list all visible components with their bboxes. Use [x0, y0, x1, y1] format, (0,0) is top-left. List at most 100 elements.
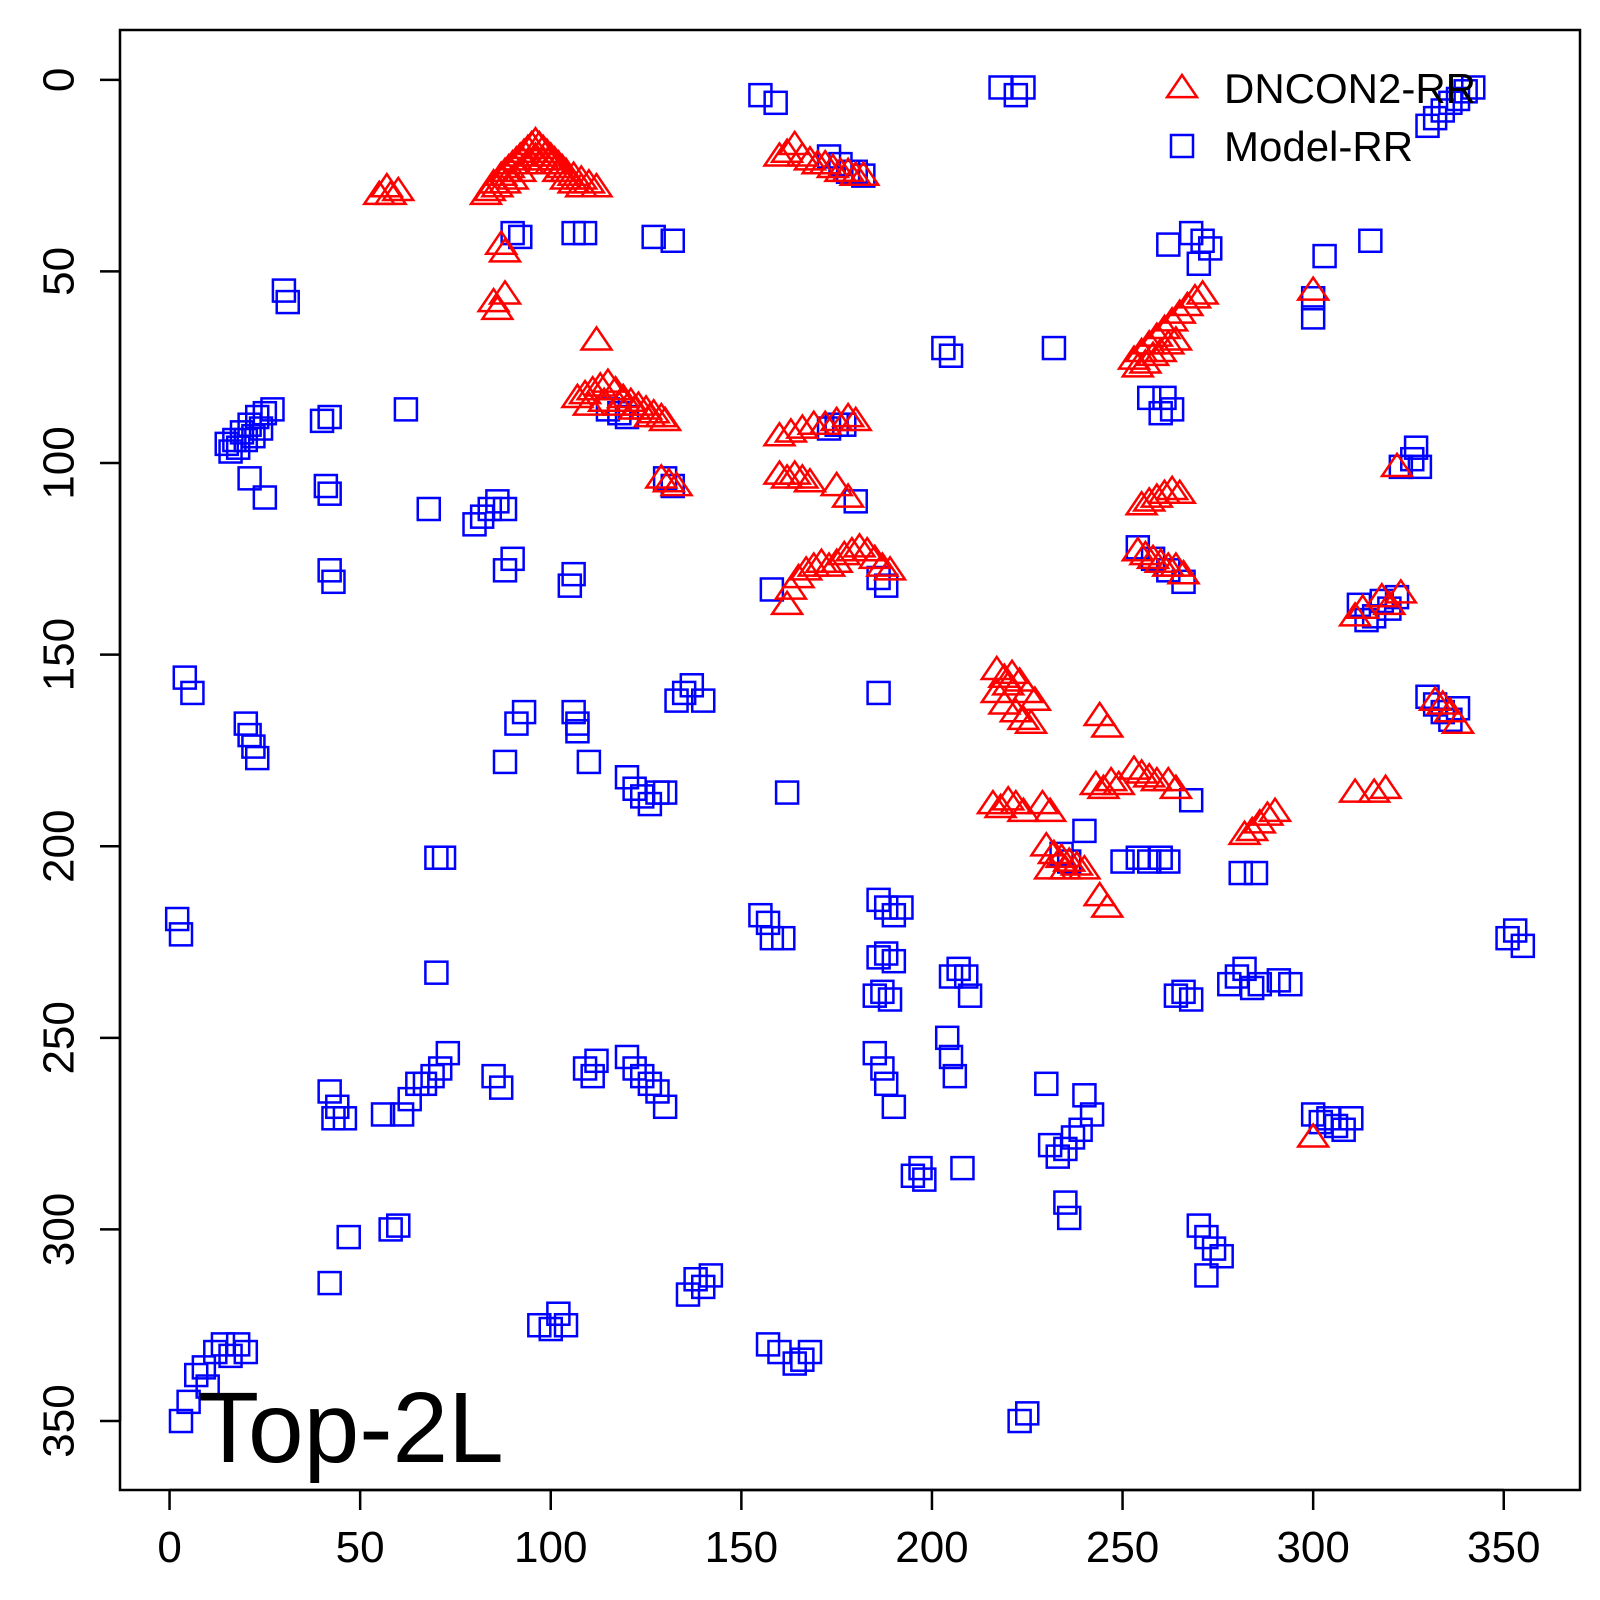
point-triangle — [1135, 543, 1171, 570]
point-triangle — [777, 459, 813, 485]
point-square — [252, 485, 278, 510]
point-triangle — [788, 555, 824, 581]
y-tick-label: 50 — [35, 247, 84, 296]
point-square — [1323, 1113, 1349, 1139]
point-square — [332, 1106, 358, 1131]
point-triangle — [1131, 328, 1167, 355]
point-square — [1163, 983, 1189, 1008]
point-square — [946, 956, 971, 982]
point-triangle — [994, 658, 1030, 685]
point-triangle — [1177, 283, 1213, 309]
point-triangle — [1143, 547, 1178, 574]
point-triangle — [1337, 601, 1373, 627]
point-triangle — [1158, 773, 1194, 800]
point-square — [1011, 75, 1036, 100]
point-square — [690, 688, 716, 713]
point-triangle — [487, 279, 523, 305]
point-square — [420, 1063, 445, 1089]
point-square — [370, 1102, 396, 1127]
point-square — [1110, 849, 1135, 874]
point-square — [378, 1217, 403, 1242]
point-triangle — [849, 535, 885, 562]
point-triangle — [785, 413, 820, 439]
point-triangle — [1337, 777, 1373, 803]
point-triangle — [769, 589, 805, 616]
point-square — [664, 688, 689, 713]
point-square — [538, 1316, 564, 1342]
point-triangle — [1257, 796, 1293, 823]
point-triangle — [1120, 535, 1156, 562]
point-square — [1415, 113, 1440, 139]
point-triangle — [762, 420, 797, 447]
point-square — [950, 1155, 975, 1181]
point-triangle — [1234, 815, 1270, 842]
point-triangle — [872, 555, 908, 581]
point-triangle — [1150, 328, 1186, 355]
point-square — [1171, 569, 1196, 595]
point-square — [462, 512, 487, 537]
point-square — [1232, 956, 1257, 982]
point-square — [431, 845, 457, 870]
point-square — [790, 1347, 815, 1372]
point-square — [1156, 232, 1181, 257]
point-square — [652, 1094, 678, 1120]
point-triangle — [998, 696, 1034, 723]
x-tick-label: 350 — [1467, 1523, 1540, 1572]
point-triangle — [1006, 704, 1041, 731]
point-triangle — [480, 171, 515, 198]
point-square — [1239, 975, 1265, 1001]
point-square — [488, 1075, 514, 1100]
point-square — [862, 983, 888, 1008]
point-triangle — [556, 168, 591, 194]
point-square — [843, 489, 868, 514]
point-square — [492, 558, 518, 583]
point-square — [1053, 1190, 1078, 1215]
point-square — [866, 887, 891, 913]
point-triangle — [548, 164, 584, 190]
y-tick-label: 0 — [35, 68, 84, 92]
point-square — [565, 719, 590, 744]
point-square — [1148, 400, 1173, 426]
point-triangle — [487, 237, 523, 263]
point-square — [1171, 979, 1196, 1005]
point-square — [671, 680, 697, 706]
point-triangle — [495, 164, 530, 190]
point-square — [1300, 285, 1326, 311]
point-square — [1034, 1071, 1059, 1097]
point-square — [176, 1389, 201, 1415]
point-triangle — [819, 405, 854, 432]
point-square — [797, 1339, 823, 1365]
point-square — [584, 1048, 609, 1074]
y-tick-label: 300 — [35, 1193, 84, 1266]
point-square — [164, 906, 190, 932]
point-triangle — [865, 551, 900, 577]
point-square — [675, 1282, 701, 1307]
legend-label: Model-RR — [1224, 123, 1413, 170]
point-square — [1278, 971, 1303, 997]
point-square — [637, 1071, 663, 1097]
point-square — [641, 224, 666, 250]
point-triangle — [826, 539, 862, 566]
point-triangle — [846, 160, 881, 186]
point-square — [873, 573, 899, 598]
point-triangle — [1295, 1122, 1331, 1148]
point-square — [1407, 454, 1433, 480]
point-square — [336, 1224, 361, 1250]
point-square — [645, 1079, 670, 1104]
point-square — [934, 1025, 960, 1051]
point-square — [1300, 305, 1326, 330]
point-triangle — [1425, 689, 1461, 715]
point-triangle — [1086, 773, 1121, 800]
point-triangle — [857, 543, 893, 570]
point-triangle — [785, 463, 820, 489]
point-triangle — [518, 141, 553, 167]
point-triangle — [1162, 298, 1198, 324]
point-square — [1247, 971, 1273, 997]
point-square — [168, 922, 194, 947]
point-square — [1217, 971, 1242, 997]
point-square — [938, 343, 964, 368]
point-triangle — [617, 394, 652, 420]
point-triangle — [807, 148, 843, 175]
x-tick-label: 250 — [1086, 1523, 1159, 1572]
legend-square-icon — [1169, 133, 1195, 159]
